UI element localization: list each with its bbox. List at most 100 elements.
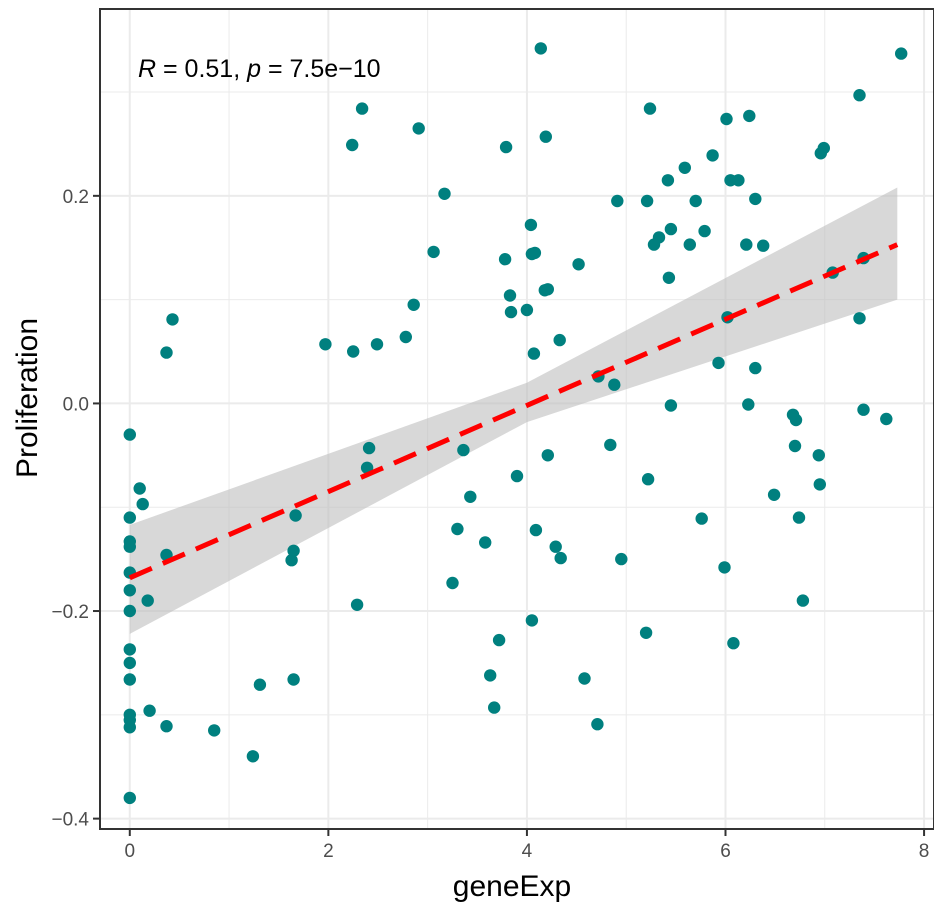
data-point — [143, 704, 156, 717]
data-point — [370, 338, 384, 351]
data-point — [520, 303, 534, 317]
data-point — [578, 672, 591, 685]
data-point — [712, 356, 725, 370]
data-point — [796, 594, 810, 607]
data-point — [789, 413, 803, 427]
data-point — [484, 669, 497, 682]
data-point — [407, 298, 420, 311]
data-point — [742, 398, 755, 411]
x-tick-label: 4 — [522, 841, 533, 862]
data-point — [527, 347, 541, 360]
y-tick-label: 0.2 — [63, 187, 89, 208]
data-point — [123, 604, 136, 618]
data-point — [451, 522, 464, 536]
data-point — [678, 161, 691, 174]
data-point — [350, 598, 364, 611]
data-point — [166, 313, 179, 326]
data-point — [661, 174, 675, 187]
regression-line — [128, 242, 899, 581]
y-axis-title: Proliferation — [11, 318, 44, 478]
data-point — [812, 449, 825, 462]
data-point — [643, 102, 657, 115]
data-point — [604, 438, 617, 452]
data-point — [412, 122, 425, 135]
p-value-text: = 7.5e−10 — [261, 55, 381, 83]
data-point — [792, 511, 806, 524]
data-point — [639, 626, 653, 639]
data-point — [160, 346, 173, 359]
data-point — [732, 174, 745, 187]
data-point — [123, 721, 136, 734]
r-value-text: = 0.51, — [156, 55, 247, 83]
data-point — [640, 194, 654, 208]
data-point — [510, 469, 524, 483]
data-point — [743, 109, 756, 123]
axis-ticks: 0 2 4 6 8 −0.4 −0.2 0.0 0.2 — [51, 187, 929, 862]
data-point — [749, 192, 762, 206]
data-point — [503, 289, 517, 302]
data-point — [539, 130, 552, 143]
y-tick-label: −0.2 — [51, 602, 89, 623]
data-point — [253, 678, 267, 691]
data-point — [813, 478, 826, 491]
data-point — [525, 614, 539, 627]
data-point — [498, 253, 512, 266]
data-point — [287, 673, 300, 686]
data-point — [853, 89, 866, 102]
data-point — [123, 511, 136, 524]
data-point — [788, 439, 802, 453]
data-point — [880, 412, 893, 426]
data-point — [541, 283, 554, 296]
x-tick-label: 6 — [720, 841, 731, 862]
panel-border-group — [99, 8, 934, 830]
data-point — [683, 238, 696, 251]
data-point — [285, 554, 298, 567]
data-point — [355, 102, 369, 115]
data-point — [554, 551, 567, 565]
data-point — [479, 536, 492, 549]
data-point — [319, 338, 332, 351]
x-axis-title: geneExp — [453, 870, 571, 903]
data-point — [720, 112, 733, 126]
data-point — [399, 330, 412, 344]
data-point — [123, 540, 136, 553]
fit-line-group — [128, 242, 899, 581]
data-point — [438, 187, 451, 200]
data-point — [767, 488, 781, 501]
data-point — [591, 718, 604, 731]
data-point — [749, 361, 762, 375]
data-point — [740, 238, 753, 251]
data-point — [347, 345, 360, 358]
x-tick-label: 8 — [919, 841, 930, 862]
y-tick-label: 0.0 — [63, 394, 89, 415]
r-symbol: R — [138, 55, 156, 83]
data-point — [123, 643, 136, 656]
data-point — [727, 637, 740, 650]
data-point — [492, 633, 506, 647]
data-point — [246, 750, 260, 763]
y-tick-label: −0.4 — [51, 810, 89, 831]
data-point — [857, 403, 870, 416]
data-point — [488, 701, 501, 714]
data-point — [698, 224, 711, 238]
data-point — [208, 724, 221, 737]
data-point — [895, 47, 908, 60]
data-point — [123, 584, 136, 597]
data-points — [123, 42, 908, 805]
x-tick-label: 0 — [124, 841, 135, 862]
x-tick-label: 2 — [323, 841, 334, 862]
data-point — [662, 271, 676, 284]
panel-border — [99, 8, 934, 830]
correlation-annotation: R = 0.51, p = 7.5e−10 — [138, 55, 381, 83]
data-point — [123, 791, 136, 805]
data-point — [611, 194, 624, 208]
data-point — [346, 138, 359, 152]
data-point — [706, 149, 719, 162]
data-point — [457, 443, 470, 457]
data-point — [541, 449, 554, 462]
data-point — [718, 561, 731, 574]
p-symbol: p — [246, 55, 261, 83]
data-point — [160, 720, 173, 733]
